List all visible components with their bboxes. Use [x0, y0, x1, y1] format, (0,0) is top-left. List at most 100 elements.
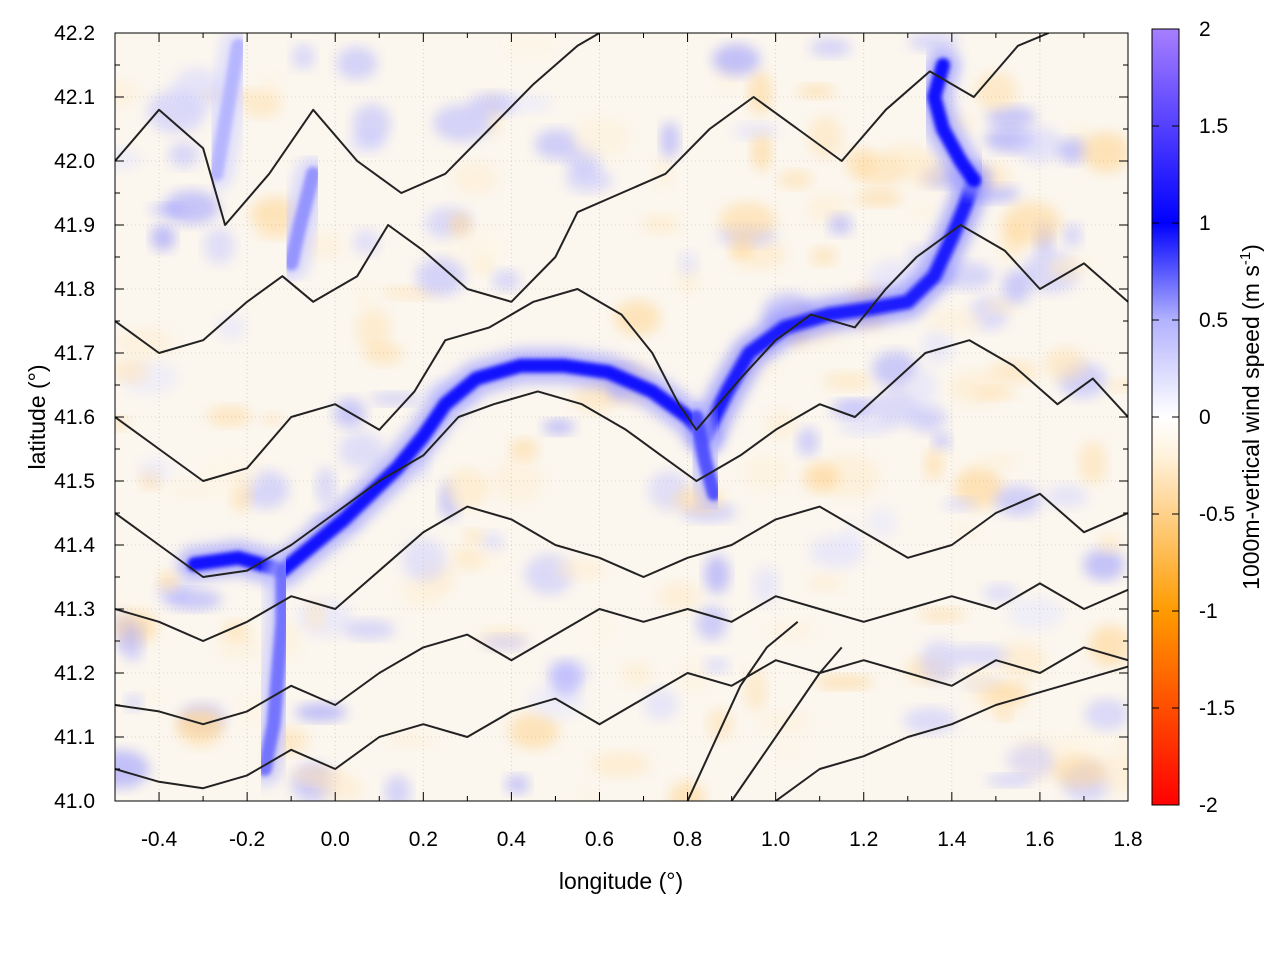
x-tick-label: 1.0 [761, 828, 790, 851]
y-tick-label: 41.0 [54, 790, 95, 813]
texture-patch [842, 523, 860, 557]
texture-patch [867, 507, 897, 538]
texture-patch [948, 645, 1009, 666]
x-tick-label: 1.4 [937, 828, 967, 851]
texture-patch [554, 559, 606, 580]
texture-patch [1096, 751, 1128, 793]
colorbar-title: 1000m-vertical wind speed (m s-1) [1237, 244, 1264, 590]
texture-patch [385, 731, 435, 748]
texture-patch [803, 462, 839, 493]
contour-3 [115, 224, 1128, 482]
texture-patch [452, 162, 498, 195]
texture-patch [822, 372, 873, 391]
x-tick-label: 0.2 [409, 828, 438, 851]
texture-patch [443, 227, 502, 269]
x-tick-label: 0.4 [497, 828, 527, 851]
texture-patch [508, 712, 559, 749]
texture-patch [872, 351, 918, 388]
texture-patch [808, 574, 842, 593]
texture-patch [944, 497, 977, 511]
contour-2 [115, 33, 1050, 354]
texture-patch [222, 620, 250, 641]
texture-patch [384, 775, 411, 801]
colorbar-ticks: 2 1.5 1 0.5 0 -0.5 -1 -1.5 -2 [1152, 18, 1235, 817]
texture-patch [463, 529, 485, 544]
texture-patch [748, 71, 773, 115]
texture-patch [906, 154, 948, 188]
texture-patch [809, 38, 851, 58]
texture-patch [910, 369, 938, 407]
texture-patch [983, 584, 1017, 603]
texture-patch [828, 214, 853, 236]
texture-patch [922, 329, 953, 365]
texture-patch [984, 298, 1018, 315]
texture-patch [202, 454, 262, 494]
band-north-west [284, 166, 321, 271]
texture-patch [355, 282, 373, 313]
texture-patch [986, 106, 1036, 128]
x-tick-label: 0.6 [585, 828, 614, 851]
x-tick-label: 1.8 [1113, 828, 1142, 851]
texture-patch [505, 775, 530, 794]
colorbar-tick-label: 1.5 [1199, 115, 1228, 138]
contour-5 [115, 492, 1128, 642]
contour-9 [686, 621, 799, 801]
y-axis-title: latitude (°) [24, 364, 50, 469]
texture-patch [168, 142, 199, 168]
texture-patch [1047, 259, 1084, 281]
x-tick-label: -0.4 [141, 828, 178, 851]
y-tick-label: 41.1 [54, 726, 95, 749]
texture-patch [995, 485, 1042, 517]
texture-patch [704, 555, 730, 594]
contour-6 [115, 582, 1128, 726]
texture-patch [986, 774, 1034, 787]
y-tick-label: 41.7 [54, 342, 95, 365]
x-tick-label: -0.2 [229, 828, 265, 851]
texture-patch [808, 116, 843, 159]
texture-patch [115, 79, 140, 109]
texture-patch [433, 104, 492, 142]
texture-patch [1084, 698, 1128, 731]
texture-patch [356, 308, 391, 352]
texture-patch [1079, 441, 1107, 485]
texture-patch [1098, 533, 1121, 554]
y-tick-label: 42.2 [54, 22, 95, 45]
y-tick-label: 41.5 [54, 470, 95, 493]
texture-patch [830, 401, 873, 419]
band-main-west [187, 358, 713, 578]
texture-patch [797, 84, 836, 99]
texture-patch [572, 117, 631, 159]
texture-patch [163, 190, 220, 225]
texture-patch [591, 751, 650, 778]
texture-patch [364, 342, 403, 365]
texture-patch [336, 46, 378, 80]
texture-patch [924, 448, 944, 481]
texture-patch [400, 574, 443, 608]
texture-patch [744, 669, 767, 711]
texture-patch [964, 667, 996, 697]
x-tick-label: 1.2 [849, 828, 878, 851]
texture-patch [1002, 201, 1061, 245]
texture-patch [416, 257, 465, 297]
axis-ticks [115, 32, 1129, 802]
colorbar-tick-label: 0 [1199, 406, 1211, 429]
texture-patch [157, 571, 179, 591]
texture-patch [542, 419, 575, 435]
texture-patch [163, 589, 222, 611]
texture-patch [491, 459, 543, 503]
texture-patch [926, 309, 984, 333]
texture-patch [1002, 270, 1031, 304]
contour-10 [775, 665, 1128, 801]
texture-patch [150, 224, 176, 251]
texture-patch [1015, 126, 1062, 163]
x-tick-label: 1.6 [1025, 828, 1054, 851]
texture-patch [369, 392, 421, 406]
texture-patch [996, 643, 1046, 679]
texture-patch [752, 566, 780, 605]
contour-7 [115, 646, 1128, 790]
texture-patch [668, 781, 705, 801]
texture-patch [401, 538, 446, 582]
texture-patch [1083, 548, 1125, 581]
texture-patch [577, 785, 597, 801]
texture-patch [678, 660, 709, 694]
